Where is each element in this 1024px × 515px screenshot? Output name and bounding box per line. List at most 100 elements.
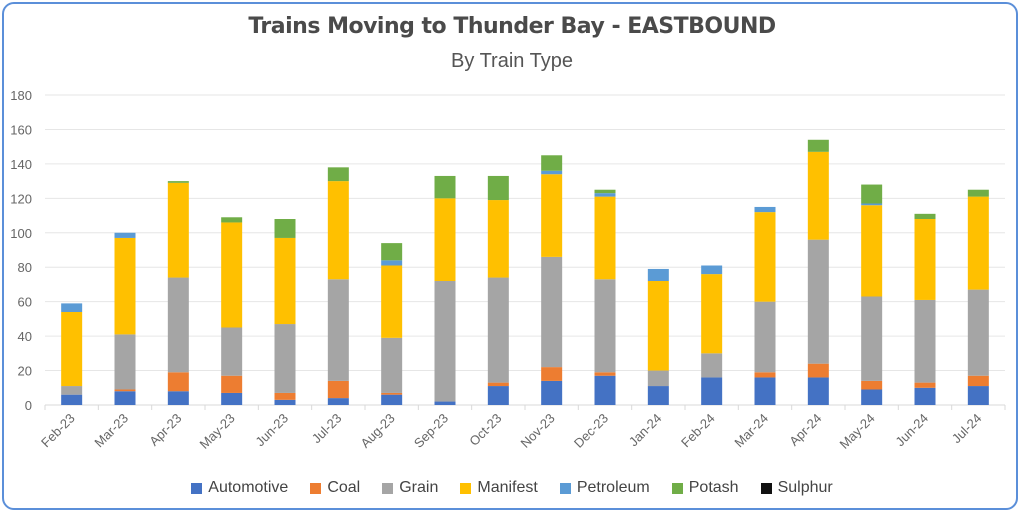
bar-segment-petroleum — [701, 265, 723, 275]
bar-segment-potash — [594, 189, 616, 194]
bar-segment-coal — [541, 367, 563, 381]
legend-item: Manifest — [460, 479, 538, 497]
bar-segment-manifest — [647, 281, 669, 371]
bar-segment-grain — [274, 324, 296, 393]
legend-item: Coal — [310, 479, 360, 497]
bar-segment-coal — [861, 380, 883, 390]
bar-segment-grain — [381, 337, 403, 393]
x-tick-label: Mar-24 — [731, 411, 771, 451]
bar-segment-potash — [167, 181, 189, 183]
bar-segment-grain — [487, 277, 509, 383]
bar-segment-grain — [541, 256, 563, 368]
x-tick-label: Nov-23 — [518, 411, 558, 451]
bar-segment-potash — [807, 139, 829, 152]
y-tick-label: 0 — [25, 398, 32, 413]
bar-segment-manifest — [861, 205, 883, 297]
chart-subtitle: By Train Type — [451, 50, 573, 72]
bar-segment-automotive — [541, 380, 563, 405]
x-tick-label: Feb-24 — [678, 411, 718, 451]
bar-segment-petroleum — [541, 170, 563, 175]
bar-segment-potash — [861, 184, 883, 204]
y-tick-label: 40 — [18, 329, 32, 344]
legend-label: Coal — [327, 479, 361, 496]
bar-segment-automotive — [434, 401, 456, 405]
bar-segment-potash — [541, 155, 563, 171]
bar-segment-grain — [167, 277, 189, 373]
bar-segment-coal — [221, 375, 243, 393]
bar-segment-manifest — [701, 274, 723, 354]
bar-segment-potash — [274, 219, 296, 238]
bar-segment-grain — [754, 301, 776, 373]
bar-segment-automotive — [701, 377, 723, 405]
x-tick-label: Dec-23 — [571, 411, 611, 451]
bar-segment-petroleum — [594, 193, 616, 197]
legend-swatch — [760, 482, 772, 494]
legend-swatch — [191, 482, 203, 494]
bar-segment-coal — [807, 363, 829, 378]
x-tick-label: Jan-24 — [626, 411, 665, 450]
x-tick-label: Jul-23 — [309, 411, 345, 447]
bar-segment-automotive — [754, 377, 776, 405]
bar-segment-coal — [487, 382, 509, 387]
x-tick-label: Oct-23 — [466, 411, 504, 449]
bar-segment-potash — [381, 243, 403, 261]
y-tick-label: 100 — [10, 226, 32, 241]
legend-swatch — [671, 482, 683, 494]
legend-swatch — [382, 482, 394, 494]
bar-segment-coal — [381, 392, 403, 395]
x-tick-label: Sep-23 — [411, 411, 451, 451]
y-tick-label: 140 — [10, 157, 32, 172]
chart-legend: Automotive Coal Grain Manifest Petroleum Pota… — [0, 479, 1024, 497]
bar-segment-manifest — [914, 219, 936, 300]
bar-segment-manifest — [807, 151, 829, 240]
bar-segment-coal — [167, 372, 189, 392]
bar-segment-automotive — [274, 399, 296, 405]
bar-segment-potash — [967, 189, 989, 197]
bar-segment-automotive — [167, 391, 189, 405]
legend-item: Sulphur — [760, 479, 833, 497]
bar-segment-manifest — [274, 237, 296, 325]
x-tick-label: May-23 — [197, 411, 238, 452]
legend-label: Grain — [399, 479, 439, 496]
bar-segment-manifest — [381, 265, 403, 338]
bar-segment-automotive — [594, 375, 616, 405]
bar-segment-grain — [221, 327, 243, 376]
bar-segment-automotive — [114, 391, 136, 405]
bar-segment-coal — [754, 372, 776, 378]
bar-segment-grain — [914, 299, 936, 383]
bar-segment-potash — [327, 167, 349, 182]
y-tick-label: 160 — [10, 122, 32, 137]
y-tick-label: 180 — [10, 88, 32, 103]
legend-item: Petroleum — [559, 479, 650, 497]
legend-label: Potash — [688, 479, 739, 496]
legend-label: Sulphur — [777, 479, 833, 496]
bar-segment-grain — [114, 334, 136, 390]
bar-segment-manifest — [114, 237, 136, 335]
bar-segment-manifest — [594, 196, 616, 280]
x-tick-label: Mar-23 — [91, 411, 131, 451]
bar-segment-coal — [274, 392, 296, 400]
legend-item: Potash — [671, 479, 739, 497]
legend-label: Manifest — [477, 479, 538, 496]
bar-segment-petroleum — [381, 260, 403, 266]
chart-title: Trains Moving to Thunder Bay - EASTBOUND — [248, 14, 776, 39]
bar-segment-automotive — [381, 394, 403, 405]
legend-swatch — [460, 482, 472, 494]
bar-segment-manifest — [61, 312, 83, 387]
y-tick-label: 120 — [10, 191, 32, 206]
bar-segment-automotive — [647, 386, 669, 405]
bar-segment-coal — [594, 372, 616, 376]
bar-segment-petroleum — [61, 303, 83, 312]
bar-segment-manifest — [434, 198, 456, 281]
bar-segment-grain — [967, 289, 989, 376]
bar-segment-grain — [327, 279, 349, 381]
bar-segment-grain — [61, 386, 83, 395]
bar-segment-manifest — [487, 200, 509, 278]
bar-segment-potash — [914, 213, 936, 219]
bar-segment-grain — [807, 239, 829, 364]
bar-segment-coal — [914, 382, 936, 388]
bar-segment-grain — [861, 296, 883, 381]
bar-segment-coal — [327, 380, 349, 399]
bar-segment-manifest — [221, 222, 243, 328]
